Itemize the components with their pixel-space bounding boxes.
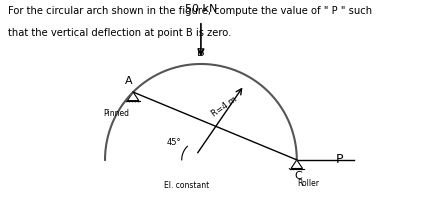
Text: R=4 m: R=4 m [210,94,239,118]
Text: that the vertical deflection at point B is zero.: that the vertical deflection at point B … [8,28,232,38]
Text: EI. constant: EI. constant [164,181,209,190]
Text: For the circular arch shown in the figure, compute the value of " P " such: For the circular arch shown in the figur… [8,6,373,16]
Text: A: A [125,76,132,86]
Text: C: C [295,171,303,181]
Text: B: B [197,48,205,58]
Text: Roller: Roller [297,179,319,188]
Text: 50 kN: 50 kN [185,4,217,14]
Text: 45°: 45° [167,138,181,147]
Text: Pinned: Pinned [103,109,129,118]
Text: P: P [336,153,344,166]
